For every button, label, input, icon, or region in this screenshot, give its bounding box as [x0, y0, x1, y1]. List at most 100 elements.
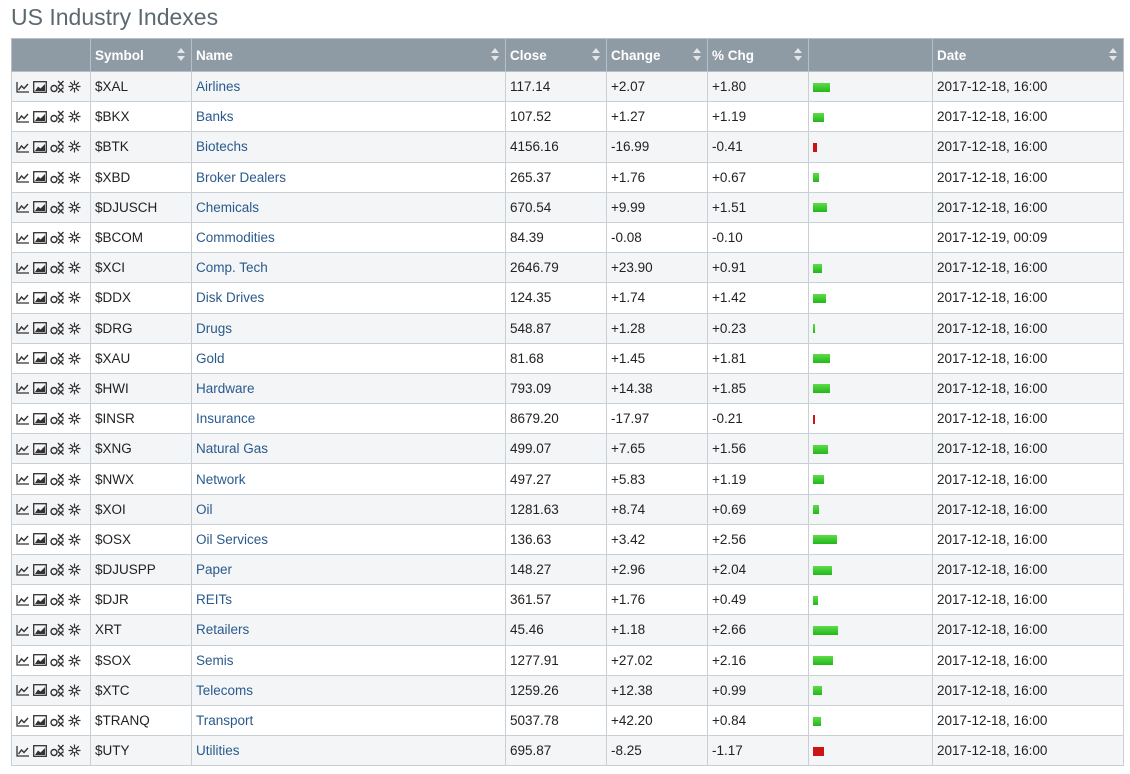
seasonality-icon[interactable]: [68, 291, 81, 304]
index-name-link-cell[interactable]: Biotechs: [191, 131, 506, 163]
area-chart-icon[interactable]: [33, 80, 47, 93]
line-chart-icon[interactable]: [16, 382, 30, 395]
line-chart-icon[interactable]: [16, 141, 30, 153]
point-figure-icon[interactable]: [50, 382, 65, 395]
point-figure-icon[interactable]: [50, 623, 65, 637]
line-chart-icon[interactable]: [16, 201, 30, 213]
index-name-link-cell[interactable]: Retailers: [191, 614, 506, 646]
name-column-header[interactable]: Name: [191, 38, 506, 72]
index-name-link-cell[interactable]: Natural Gas: [191, 433, 506, 465]
area-chart-icon[interactable]: [33, 473, 47, 485]
area-chart-icon[interactable]: [33, 352, 47, 365]
area-chart-icon[interactable]: [33, 382, 47, 395]
index-name-link[interactable]: Semis: [196, 652, 234, 668]
point-figure-icon[interactable]: [50, 201, 65, 214]
index-name-link-cell[interactable]: REITs: [191, 584, 506, 616]
seasonality-icon[interactable]: [68, 322, 81, 335]
seasonality-icon[interactable]: [68, 171, 81, 184]
line-chart-icon[interactable]: [16, 262, 30, 274]
seasonality-icon[interactable]: [68, 110, 81, 123]
sort-arrows-icon[interactable]: [177, 48, 185, 62]
point-figure-icon[interactable]: [50, 473, 65, 486]
seasonality-icon[interactable]: [68, 533, 81, 546]
index-name-link-cell[interactable]: Oil Services: [191, 523, 506, 556]
index-name-link-cell[interactable]: Oil: [191, 493, 506, 525]
index-name-link[interactable]: Natural Gas: [196, 441, 269, 457]
index-name-link[interactable]: REITs: [196, 592, 233, 608]
seasonality-icon[interactable]: [68, 473, 81, 486]
line-chart-icon[interactable]: [16, 503, 30, 515]
seasonality-icon[interactable]: [68, 140, 81, 153]
point-figure-icon[interactable]: [50, 291, 65, 305]
index-name-link[interactable]: Oil Services: [196, 531, 269, 547]
index-name-link[interactable]: Hardware: [196, 380, 255, 396]
index-name-link[interactable]: Paper: [196, 562, 233, 578]
point-figure-icon[interactable]: [50, 80, 65, 94]
pct-change-column-header[interactable]: % Chg: [707, 38, 809, 72]
index-name-link-cell[interactable]: Gold: [191, 342, 506, 374]
area-chart-icon[interactable]: [33, 291, 47, 304]
sort-arrows-icon[interactable]: [693, 48, 701, 62]
line-chart-icon[interactable]: [16, 594, 30, 606]
area-chart-icon[interactable]: [33, 654, 47, 667]
area-chart-icon[interactable]: [33, 533, 47, 546]
index-name-link-cell[interactable]: Semis: [191, 644, 506, 676]
seasonality-icon[interactable]: [68, 684, 81, 697]
line-chart-icon[interactable]: [16, 564, 30, 576]
seasonality-icon[interactable]: [68, 352, 81, 365]
seasonality-icon[interactable]: [68, 503, 81, 516]
line-chart-icon[interactable]: [16, 654, 30, 666]
index-name-link-cell[interactable]: Telecoms: [191, 674, 506, 706]
index-name-link[interactable]: Gold: [196, 350, 225, 366]
index-name-link[interactable]: Biotechs: [196, 139, 248, 155]
sort-arrows-icon[interactable]: [794, 48, 802, 62]
line-chart-icon[interactable]: [16, 352, 30, 364]
line-chart-icon[interactable]: [16, 624, 30, 636]
index-name-link-cell[interactable]: Network: [191, 463, 506, 495]
point-figure-icon[interactable]: [50, 231, 65, 245]
index-name-link-cell[interactable]: Paper: [191, 553, 506, 586]
seasonality-icon[interactable]: [68, 744, 81, 757]
seasonality-icon[interactable]: [68, 593, 81, 606]
close-column-header[interactable]: Close: [505, 38, 607, 72]
seasonality-icon[interactable]: [68, 80, 81, 93]
area-chart-icon[interactable]: [33, 110, 47, 123]
point-figure-icon[interactable]: [50, 654, 65, 667]
index-name-link-cell[interactable]: Chemicals: [191, 191, 506, 223]
point-figure-icon[interactable]: [50, 322, 65, 335]
area-chart-icon[interactable]: [33, 503, 47, 516]
point-figure-icon[interactable]: [50, 684, 65, 697]
index-name-link[interactable]: Oil: [196, 501, 213, 517]
area-chart-icon[interactable]: [33, 624, 47, 636]
point-figure-icon[interactable]: [50, 110, 65, 124]
seasonality-icon[interactable]: [68, 563, 81, 576]
seasonality-icon[interactable]: [68, 261, 81, 274]
index-name-link-cell[interactable]: Insurance: [191, 403, 506, 435]
line-chart-icon[interactable]: [16, 684, 30, 696]
index-name-link-cell[interactable]: Commodities: [191, 221, 506, 254]
symbol-column-header[interactable]: Symbol: [90, 38, 192, 72]
change-column-header[interactable]: Change: [606, 38, 708, 72]
index-name-link-cell[interactable]: Banks: [191, 101, 506, 133]
date-column-header[interactable]: Date: [932, 38, 1124, 72]
index-name-link[interactable]: Drugs: [196, 320, 233, 336]
area-chart-icon[interactable]: [33, 231, 47, 244]
line-chart-icon[interactable]: [16, 443, 30, 455]
point-figure-icon[interactable]: [50, 563, 65, 577]
seasonality-icon[interactable]: [68, 231, 81, 244]
area-chart-icon[interactable]: [33, 322, 47, 335]
sort-arrows-icon[interactable]: [592, 48, 600, 62]
line-chart-icon[interactable]: [16, 322, 30, 334]
point-figure-icon[interactable]: [50, 442, 65, 456]
index-name-link[interactable]: Broker Dealers: [196, 169, 287, 185]
point-figure-icon[interactable]: [50, 503, 65, 516]
line-chart-icon[interactable]: [16, 111, 30, 123]
sort-arrows-icon[interactable]: [491, 48, 499, 62]
point-figure-icon[interactable]: [50, 140, 65, 154]
seasonality-icon[interactable]: [68, 442, 81, 455]
area-chart-icon[interactable]: [33, 141, 47, 153]
area-chart-icon[interactable]: [33, 442, 47, 455]
line-chart-icon[interactable]: [16, 292, 30, 304]
index-name-link-cell[interactable]: Transport: [191, 704, 506, 737]
index-name-link-cell[interactable]: Broker Dealers: [191, 161, 506, 193]
